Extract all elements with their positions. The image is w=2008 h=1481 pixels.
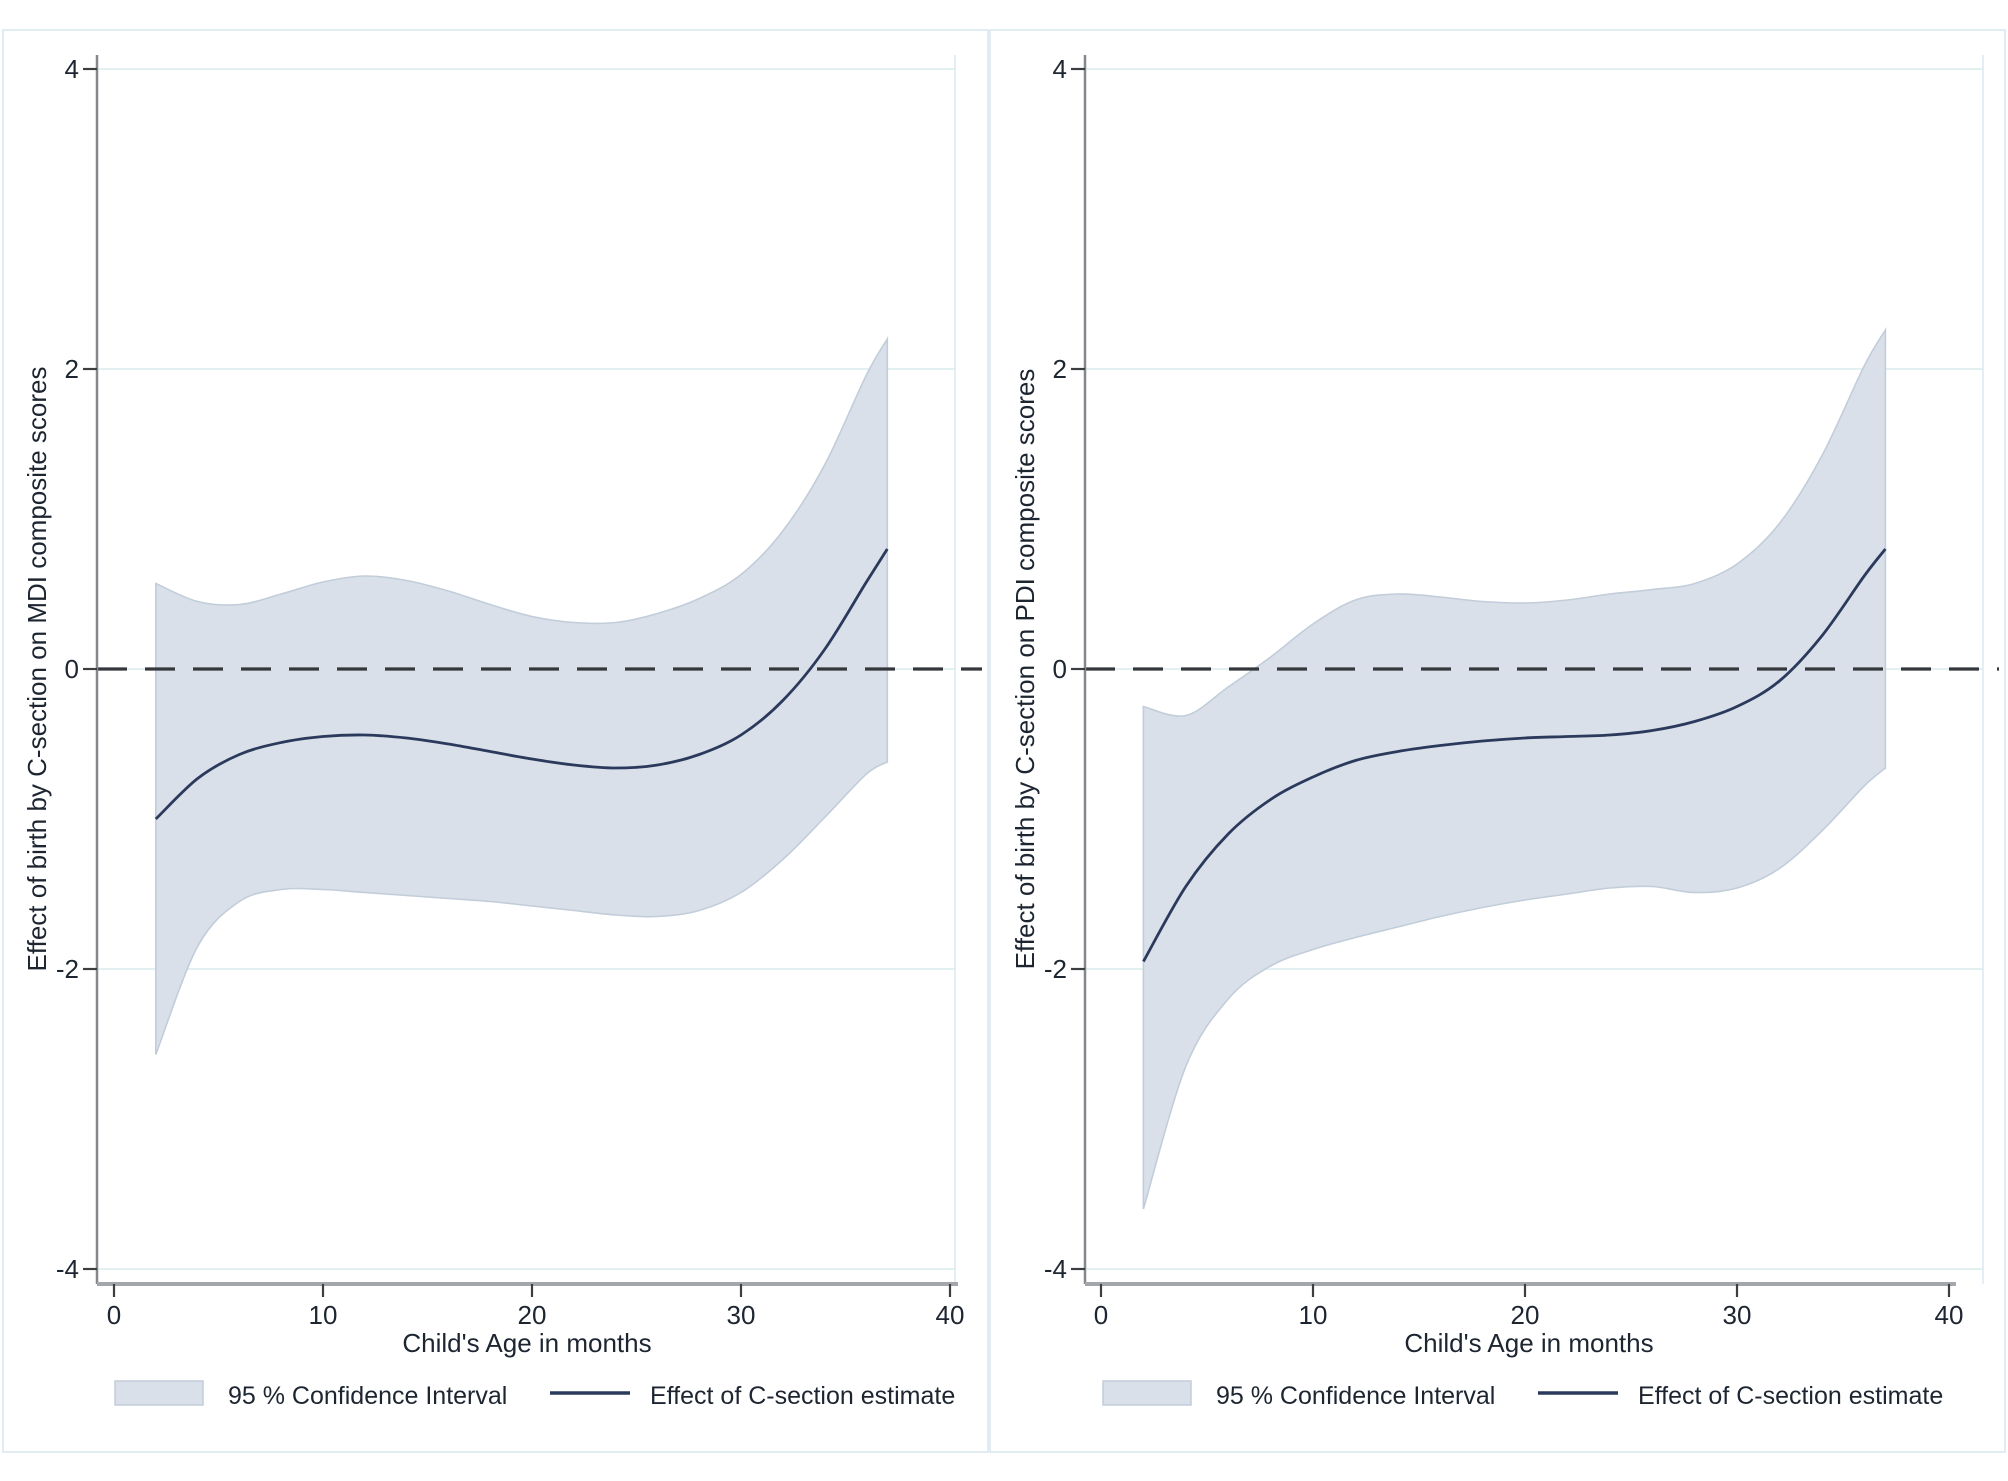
y-tick-label: 2 (65, 354, 79, 384)
y-tick-label: -2 (1044, 954, 1067, 984)
left-legend-line-label: Effect of C-section estimate (650, 1382, 955, 1410)
right-panel: 420-2-40 10 20 30 40 (1044, 54, 1999, 1406)
y-tick-label: -2 (56, 954, 79, 984)
figure-borders (2, 29, 2006, 1453)
legend-ci-swatch (114, 1380, 204, 1406)
y-tick-label: 0 (65, 654, 79, 684)
confidence-band (1142, 327, 1887, 1210)
figure-border (2, 29, 989, 1453)
right-x-axis-title: Child's Age in months (1404, 1328, 1653, 1358)
x-tick-label: 40 (1935, 1300, 1964, 1330)
x-tick-label: 0 (1094, 1300, 1108, 1330)
figure-border (989, 29, 2006, 1453)
confidence-band (155, 336, 889, 1055)
left-legend-ci-label: 95 % Confidence Interval (228, 1382, 507, 1410)
estimate-line (154, 548, 889, 821)
y-tick-label: 0 (1053, 654, 1067, 684)
x-tick-label: 20 (1511, 1300, 1540, 1330)
right-legend-ci-label: 95 % Confidence Interval (1216, 1382, 1495, 1410)
y-tick-label: -4 (1044, 1254, 1067, 1284)
x-tick-label: 0 (107, 1300, 121, 1330)
x-tick-label: 30 (727, 1300, 756, 1330)
right-y-axis-title: Effect of birth by C-section on PDI comp… (1010, 369, 1040, 970)
left-x-axis-title: Child's Age in months (402, 1328, 651, 1358)
right-legend-line-label: Effect of C-section estimate (1638, 1382, 1943, 1410)
x-tick-label: 40 (936, 1300, 965, 1330)
left-y-axis-title: Effect of birth by C-section on MDI comp… (22, 367, 52, 972)
y-tick-label: 4 (65, 54, 79, 84)
y-tick-label: 4 (1053, 54, 1067, 84)
estimate-line (1142, 548, 1887, 963)
legend-ci-swatch (1102, 1380, 1192, 1406)
x-tick-label: 10 (309, 1300, 338, 1330)
x-tick-label: 30 (1723, 1300, 1752, 1330)
x-tick-label: 10 (1299, 1300, 1328, 1330)
y-tick-label: -4 (56, 1254, 79, 1284)
x-tick-label: 20 (518, 1300, 547, 1330)
left-panel: 420-2-40 10 20 30 40 (56, 54, 982, 1406)
y-tick-label: 2 (1053, 354, 1067, 384)
